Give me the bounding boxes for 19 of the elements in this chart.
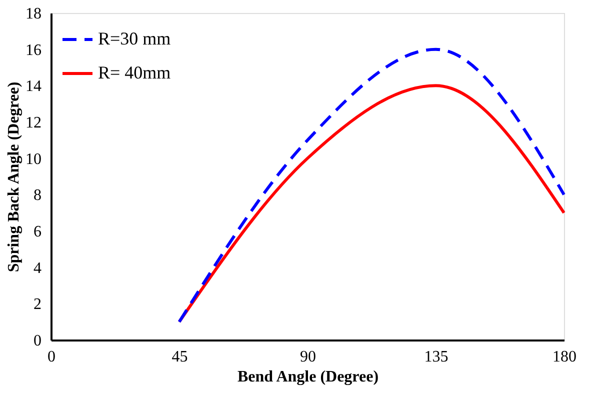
x-tick-label: 180 (552, 348, 576, 366)
x-axis-title: Bend Angle (Degree) (237, 368, 379, 386)
y-tick-label: 4 (34, 260, 42, 277)
y-tick-label: 6 (34, 224, 42, 240)
y-tick-label: 0 (34, 332, 42, 350)
x-tick-label: 90 (300, 348, 316, 366)
x-tick-label: 135 (424, 348, 448, 366)
x-tick-label: 0 (48, 348, 56, 366)
x-tick-label: 45 (172, 348, 188, 366)
y-tick-label: 16 (26, 42, 42, 59)
legend-label: R=30 mm (98, 28, 171, 48)
legend-label: R= 40mm (98, 62, 171, 82)
y-tick-label: 12 (26, 114, 42, 132)
y-axis-title: Spring Back Angle (Degree) (6, 82, 22, 272)
y-tick-label: 2 (34, 296, 42, 314)
y-tick-label: 10 (26, 150, 42, 168)
y-tick-label: 8 (34, 187, 42, 204)
y-tick-label: 18 (26, 6, 42, 22)
y-tick-label: 14 (26, 78, 42, 96)
